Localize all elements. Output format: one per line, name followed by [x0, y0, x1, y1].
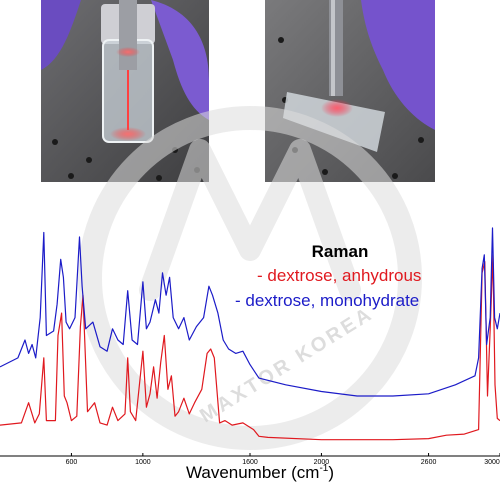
watermark-ring — [78, 106, 422, 450]
series-line-anhydrous — [0, 254, 500, 441]
series-line-monohydrate — [0, 227, 500, 397]
x-tick-label: 1000 — [135, 459, 151, 466]
x-axis-label: Wavenumber (cm-1) — [186, 463, 334, 482]
watermark-logo-m — [139, 139, 361, 301]
x-tick-label: 1600 — [242, 459, 258, 466]
series-layer — [0, 227, 500, 441]
legend: Raman - dextrose, anhydrous - dextrose, … — [235, 242, 421, 310]
x-tick-label: 2000 — [314, 459, 330, 466]
legend-title: Raman — [312, 242, 369, 261]
legend-item-anhydrous: - dextrose, anhydrous — [257, 266, 421, 285]
x-tick-label: 3000 — [484, 459, 500, 466]
x-tick-label: 2600 — [421, 459, 437, 466]
photo-vial-laser — [41, 0, 209, 182]
x-axis-ticks: 600 1000 1600 2000 2600 3000 — [66, 453, 500, 466]
legend-item-monohydrate: - dextrose, monohydrate — [235, 291, 419, 310]
x-tick-label: 600 — [66, 459, 78, 466]
